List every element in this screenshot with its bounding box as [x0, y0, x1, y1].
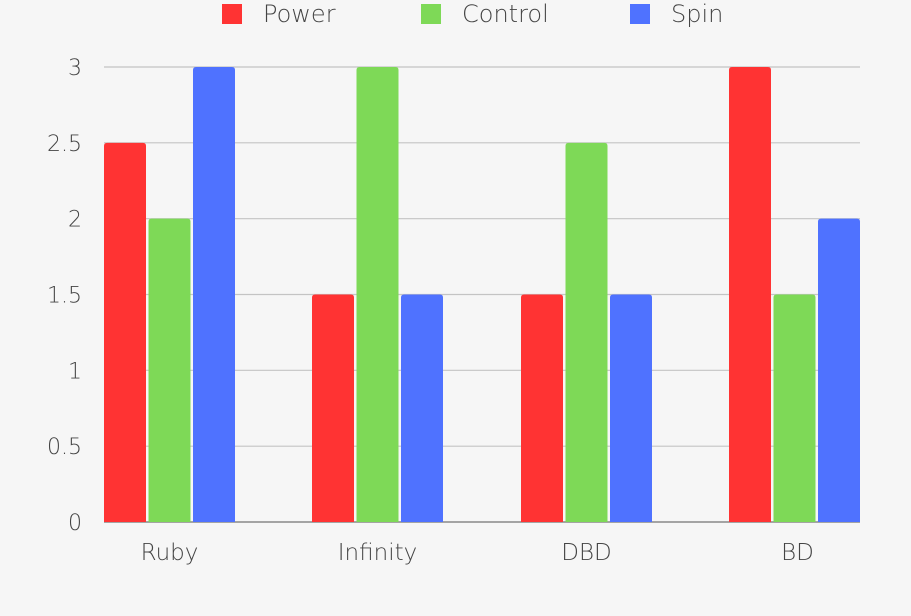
- x-category-label: Infinity: [338, 540, 417, 566]
- bar-spin-dbd: [610, 294, 652, 522]
- y-tick-label: 3: [68, 56, 82, 81]
- bar-spin-ruby: [193, 67, 235, 522]
- x-category-label: BD: [781, 540, 814, 566]
- bar-power-infinity: [312, 294, 354, 522]
- x-category-label: Ruby: [141, 540, 199, 566]
- bar-power-bd: [729, 67, 771, 522]
- y-tick-label: 1.5: [47, 284, 82, 309]
- y-tick-label: 0.5: [47, 435, 82, 460]
- legend-label-power: Power: [263, 0, 336, 28]
- bar-control-dbd: [565, 142, 608, 523]
- y-tick-label: 2: [68, 208, 82, 233]
- x-category-label: DBD: [561, 540, 611, 566]
- legend-swatch-spin: [630, 4, 650, 24]
- bar-power-dbd: [521, 294, 563, 522]
- legend-label-spin: Spin: [671, 0, 723, 28]
- bar-control-bd: [773, 294, 816, 522]
- y-tick-label: 1: [68, 359, 82, 384]
- bar-control-infinity: [356, 67, 399, 522]
- bar-power-ruby: [104, 142, 146, 523]
- bar-control-ruby: [148, 218, 191, 522]
- legend-swatch-power: [222, 4, 242, 24]
- legend-swatch-control: [421, 4, 441, 24]
- bar-spin-bd: [818, 218, 860, 522]
- bar-spin-infinity: [401, 294, 443, 522]
- y-tick-label: 2.5: [47, 132, 82, 157]
- legend-label-control: Control: [462, 0, 549, 28]
- y-tick-label: 0: [68, 511, 82, 536]
